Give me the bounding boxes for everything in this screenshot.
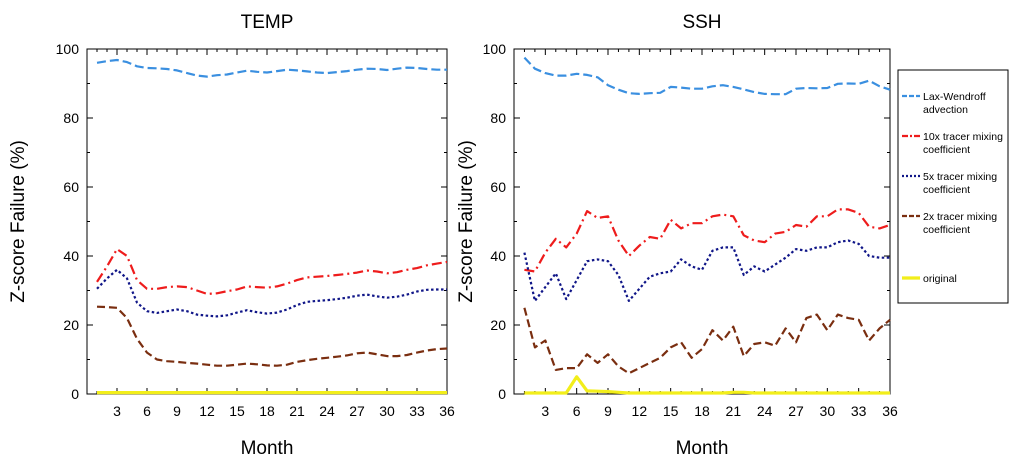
legend-label-lax: advection xyxy=(923,104,968,116)
x-tick-label: 36 xyxy=(439,403,455,419)
series-line-tracer5x xyxy=(96,268,447,318)
x-tick-label: 30 xyxy=(820,403,836,419)
series-line-tracer10x xyxy=(96,248,448,295)
y-tick-label: 60 xyxy=(490,179,506,195)
y-tick-label: 40 xyxy=(63,248,79,264)
series-line-lax xyxy=(523,56,891,96)
y-tick-label: 80 xyxy=(490,110,506,126)
legend-label-lax: Lax-Wendroff xyxy=(923,91,986,103)
series-line-original xyxy=(524,375,890,395)
series-line-tracer2x xyxy=(523,307,891,375)
legend-label-tracer2x: 2x tracer mixing xyxy=(923,211,997,223)
y-tick-label: 20 xyxy=(63,317,79,333)
series-line-tracer10x xyxy=(524,208,891,273)
x-tick-label: 12 xyxy=(199,403,215,419)
y-tick-label: 60 xyxy=(63,179,79,195)
y-tick-label: 100 xyxy=(483,41,507,57)
y-tick-label: 0 xyxy=(498,386,506,402)
y-tick-label: 0 xyxy=(71,386,79,402)
x-tick-label: 27 xyxy=(788,403,804,419)
x-tick-label: 9 xyxy=(173,403,181,419)
chart-title: SSH xyxy=(682,12,721,33)
x-axis-label: Month xyxy=(676,438,729,459)
x-tick-label: 36 xyxy=(882,403,898,419)
x-tick-label: 21 xyxy=(289,403,305,419)
series-line-tracer2x xyxy=(96,305,448,367)
x-tick-label: 33 xyxy=(851,403,867,419)
legend-label-tracer2x: coefficient xyxy=(923,224,970,236)
chart-title: TEMP xyxy=(241,12,294,33)
x-tick-label: 6 xyxy=(573,403,581,419)
y-tick-label: 100 xyxy=(56,41,80,57)
legend-label-tracer10x: coefficient xyxy=(923,144,970,156)
x-tick-label: 12 xyxy=(632,403,648,419)
x-axis-label: Month xyxy=(241,438,294,459)
x-tick-label: 3 xyxy=(541,403,549,419)
x-tick-label: 15 xyxy=(663,403,679,419)
x-tick-label: 3 xyxy=(113,403,121,419)
legend-label-tracer5x: coefficient xyxy=(923,184,970,196)
plot-frame xyxy=(513,48,891,395)
plot-frame xyxy=(86,48,448,395)
series-line-lax xyxy=(96,58,447,78)
x-tick-label: 24 xyxy=(319,403,335,419)
y-tick-label: 80 xyxy=(63,110,79,126)
x-tick-label: 24 xyxy=(757,403,773,419)
x-tick-label: 30 xyxy=(379,403,395,419)
x-tick-label: 18 xyxy=(694,403,710,419)
x-tick-label: 15 xyxy=(229,403,245,419)
series-line-tracer5x xyxy=(523,239,890,302)
x-tick-label: 27 xyxy=(349,403,365,419)
x-tick-label: 18 xyxy=(259,403,275,419)
x-tick-label: 6 xyxy=(143,403,151,419)
y-axis-label: Z-score Failure (%) xyxy=(456,140,477,303)
x-tick-label: 9 xyxy=(604,403,612,419)
y-tick-label: 40 xyxy=(490,248,506,264)
legend-label-original: original xyxy=(923,273,957,285)
legend-label-tracer5x: 5x tracer mixing xyxy=(923,171,997,183)
legend-box xyxy=(897,69,1009,304)
y-axis-label: Z-score Failure (%) xyxy=(8,140,29,303)
x-tick-label: 21 xyxy=(726,403,742,419)
x-tick-label: 33 xyxy=(409,403,425,419)
y-tick-label: 20 xyxy=(490,317,506,333)
legend-label-tracer10x: 10x tracer mixing xyxy=(923,131,1003,143)
